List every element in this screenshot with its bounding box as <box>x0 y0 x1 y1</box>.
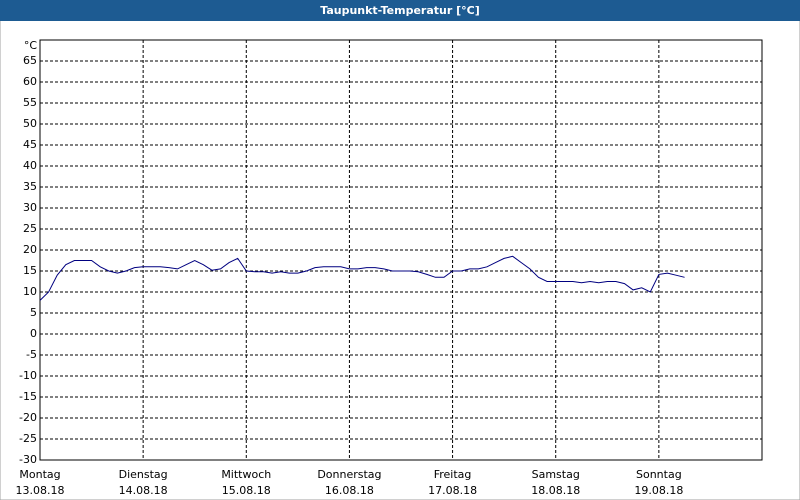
y-tick-label: -10 <box>19 369 37 382</box>
y-tick-label: -15 <box>19 390 37 403</box>
x-tick-label: Samstag <box>532 468 580 481</box>
y-tick-label: 25 <box>23 222 37 235</box>
y-tick-label: 5 <box>30 306 37 319</box>
y-tick-label: 45 <box>23 138 37 151</box>
x-tick-label: Mittwoch <box>221 468 271 481</box>
y-tick-label: 60 <box>23 75 37 88</box>
y-tick-label: 20 <box>23 243 37 256</box>
y-tick-label: -20 <box>19 411 37 424</box>
y-tick-label: °C <box>24 39 38 52</box>
x-tick-date: 18.08.18 <box>531 484 580 497</box>
x-tick-date: 13.08.18 <box>16 484 65 497</box>
x-tick-date: 17.08.18 <box>428 484 477 497</box>
y-tick-label: 10 <box>23 285 37 298</box>
y-tick-label: 55 <box>23 96 37 109</box>
x-tick-date: 19.08.18 <box>634 484 683 497</box>
x-tick-date: 14.08.18 <box>119 484 168 497</box>
y-tick-label: 65 <box>23 54 37 67</box>
x-tick-label: Sonntag <box>636 468 682 481</box>
title-bar <box>0 0 800 21</box>
x-tick-label: Dienstag <box>119 468 168 481</box>
y-tick-label: -5 <box>26 348 37 361</box>
chart-title: Taupunkt-Temperatur [°C] <box>320 4 480 17</box>
x-tick-date: 15.08.18 <box>222 484 271 497</box>
y-tick-label: 40 <box>23 159 37 172</box>
line-series <box>39 255 685 301</box>
y-tick-label: 15 <box>23 264 37 277</box>
y-tick-label: 35 <box>23 180 37 193</box>
y-tick-label: 0 <box>30 327 37 340</box>
x-tick-date: 16.08.18 <box>325 484 374 497</box>
y-tick-label: -30 <box>19 453 37 466</box>
y-tick-label: 50 <box>23 117 37 130</box>
x-tick-label: Montag <box>19 468 60 481</box>
x-tick-label: Freitag <box>434 468 472 481</box>
y-tick-label: 30 <box>23 201 37 214</box>
y-tick-label: -25 <box>19 432 37 445</box>
x-tick-label: Donnerstag <box>317 468 381 481</box>
